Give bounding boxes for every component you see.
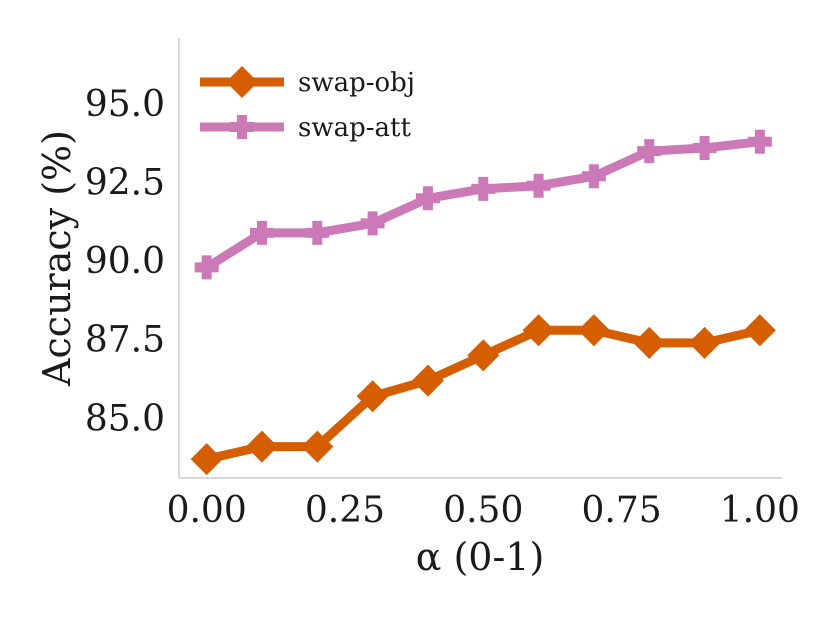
series-swap-att	[194, 129, 772, 280]
y-tick-label: 95.0	[85, 84, 165, 125]
y-tick-label: 90.0	[85, 241, 165, 282]
series-group	[190, 129, 776, 476]
data-point-swap-obj	[688, 326, 721, 359]
data-point-swap-obj	[522, 314, 555, 347]
data-point-swap-obj	[467, 339, 500, 372]
data-point-swap-att	[581, 164, 606, 189]
legend-item-swap-att: swap-att	[200, 113, 411, 143]
y-axis-label: Accuracy (%)	[35, 130, 79, 387]
data-point-swap-att	[471, 176, 496, 201]
legend-marker-swap-att	[230, 115, 254, 139]
data-point-swap-obj	[577, 314, 610, 347]
data-point-swap-att	[637, 139, 662, 164]
data-point-swap-obj	[245, 430, 278, 463]
data-point-swap-att	[415, 186, 440, 211]
x-axis-label: α (0-1)	[416, 535, 545, 579]
legend-item-swap-obj: swap-obj	[200, 66, 415, 98]
legend: swap-obj swap-att	[200, 66, 415, 143]
data-point-swap-att	[194, 255, 219, 280]
data-point-swap-obj	[411, 364, 444, 397]
data-point-swap-att	[526, 173, 551, 198]
data-point-swap-obj	[301, 430, 334, 463]
series-line-swap-att	[204, 137, 761, 272]
data-point-swap-obj	[356, 380, 389, 413]
y-tick-label: 85.0	[85, 398, 165, 439]
data-point-swap-att	[305, 220, 330, 245]
data-point-swap-obj	[190, 443, 223, 476]
data-point-swap-att	[249, 220, 274, 245]
legend-label: swap-obj	[298, 68, 415, 98]
x-tick-label: 0.50	[443, 490, 523, 531]
y-tick-label: 92.5	[85, 163, 165, 204]
y-tick-label: 87.5	[85, 320, 165, 361]
data-point-swap-obj	[743, 314, 776, 347]
series-swap-obj	[190, 314, 776, 476]
x-tick-label: 0.00	[167, 490, 247, 531]
x-tick-label: 1.00	[720, 490, 800, 531]
data-point-swap-att	[360, 211, 385, 236]
legend-label: swap-att	[298, 113, 411, 143]
legend-marker-swap-obj	[226, 66, 258, 98]
x-tick-label: 0.25	[305, 490, 385, 531]
data-point-swap-att	[692, 136, 717, 160]
data-point-swap-att	[747, 129, 772, 154]
x-tick-label: 0.75	[581, 490, 661, 531]
data-point-swap-obj	[633, 326, 666, 359]
y-tick-labels: 85.0 87.5 90.0 92.5 95.0	[85, 84, 165, 439]
x-tick-labels: 0.00 0.25 0.50 0.75 1.00	[167, 490, 800, 531]
